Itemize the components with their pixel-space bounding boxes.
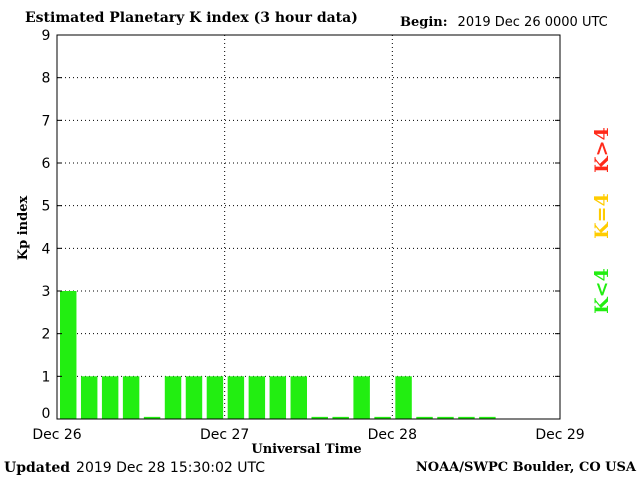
y-tick-label: 5: [42, 199, 51, 215]
kp-bar: [101, 376, 119, 419]
begin-label: Begin:: [400, 15, 448, 30]
legend-k-below-4: K<4: [591, 268, 613, 314]
kp-bar: [374, 416, 391, 419]
begin-time: Begin: 2019 Dec 26 0000 UTC: [400, 15, 608, 30]
x-tick-label: Dec 28: [368, 427, 417, 443]
kp-bar: [122, 376, 140, 419]
x-axis-label: Universal Time: [251, 442, 361, 457]
y-tick-label: 2: [42, 327, 51, 343]
kp-bar: [143, 416, 161, 419]
kp-bar: [290, 376, 307, 419]
kp-bar: [164, 376, 182, 419]
kp-bar: [353, 376, 370, 419]
y-tick-label: 0: [42, 406, 51, 422]
y-tick-label: 8: [42, 71, 51, 87]
updated-value: 2019 Dec 28 15:30:02 UTC: [76, 460, 265, 476]
kp-bar: [60, 291, 77, 419]
kp-bar: [416, 416, 433, 419]
kp-bar: [479, 416, 496, 419]
credit-text: NOAA/SWPC Boulder, CO USA: [415, 460, 636, 475]
y-tick-label: 6: [42, 156, 51, 172]
kp-bar: [332, 416, 349, 419]
y-axis-label: Kp index: [16, 196, 31, 261]
kp-bar: [395, 376, 412, 419]
kp-bar: [80, 376, 98, 419]
y-tick-label: 4: [42, 241, 51, 257]
begin-value: 2019 Dec 26 0000 UTC: [457, 15, 608, 30]
x-tick-label: Dec 26: [32, 427, 81, 443]
kp-bar: [437, 416, 454, 419]
x-tick-label: Dec 29: [535, 427, 584, 443]
kp-bar: [311, 416, 328, 419]
kp-bar: [458, 416, 475, 419]
kp-bar: [227, 376, 245, 419]
chart-title: Estimated Planetary K index (3 hour data…: [25, 10, 358, 26]
y-tick-label: 9: [42, 28, 51, 44]
y-tick-label: 3: [42, 284, 51, 300]
legend-k-equals-4: K=4: [591, 193, 613, 239]
updated-timestamp: Updated 2019 Dec 28 15:30:02 UTC: [4, 460, 265, 476]
updated-label: Updated: [4, 460, 71, 476]
x-tick-label: Dec 27: [200, 427, 249, 443]
y-tick-label: 1: [42, 369, 51, 385]
y-tick-label: 7: [42, 113, 51, 129]
legend-k-above-4: K>4: [591, 127, 613, 173]
kp-bar: [185, 376, 203, 419]
kp-bar: [269, 376, 287, 419]
kp-bar: [248, 376, 266, 419]
plot-frame: [56, 34, 561, 420]
kp-bar: [206, 376, 224, 419]
